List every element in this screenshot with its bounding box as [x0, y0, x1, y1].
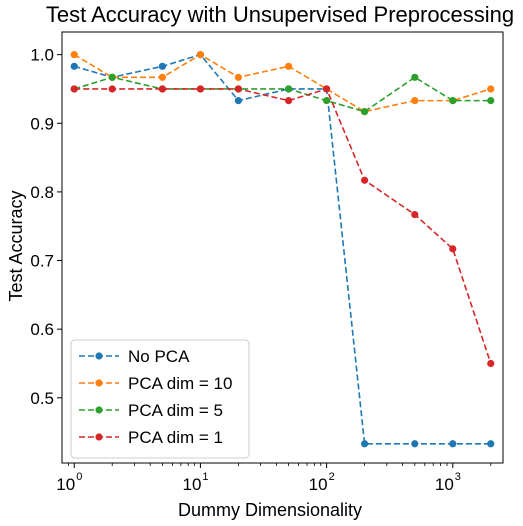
legend-label: PCA dim = 5: [128, 401, 223, 420]
data-point: [323, 85, 331, 93]
legend-label: PCA dim = 10: [128, 374, 232, 393]
x-tick-label-exponent: 3: [455, 471, 461, 483]
y-tick-label: 1.0: [30, 46, 54, 65]
x-tick-label-base: 10: [309, 475, 328, 494]
y-tick-label: 0.7: [30, 252, 54, 271]
data-point: [487, 440, 495, 448]
legend-label: PCA dim = 1: [128, 428, 223, 447]
legend-marker: [95, 406, 103, 414]
data-point: [234, 73, 242, 81]
data-point: [196, 51, 205, 59]
legend-marker: [95, 379, 103, 387]
data-point: [411, 73, 419, 81]
data-point: [234, 97, 242, 105]
data-point: [411, 210, 419, 219]
data-point: [108, 85, 116, 93]
x-tick-label-exponent: 2: [329, 471, 335, 483]
x-tick-label-exponent: 1: [202, 471, 208, 483]
data-point: [487, 359, 495, 368]
data-point: [487, 85, 495, 93]
plot-area: 0.50.60.70.80.91.010 0 10 1 10 2 10 3No PCAPCA …: [30, 31, 504, 494]
plot-frame: [61, 31, 504, 464]
data-point: [108, 73, 116, 81]
series-line-2: [73, 76, 491, 113]
x-tick-label-exponent: 0: [76, 471, 82, 483]
data-point: [70, 51, 78, 59]
data-point: [196, 85, 205, 93]
y-axis-label: Test Accuracy: [6, 190, 26, 301]
data-point: [158, 85, 167, 93]
data-point: [449, 245, 457, 253]
series-line-0: [74, 53, 491, 445]
data-point: [487, 97, 495, 105]
y-tick-label: 0.5: [30, 389, 54, 408]
x-tick-label-base: 10: [435, 475, 454, 494]
data-point: [449, 440, 457, 448]
y-tick-label: 0.8: [30, 183, 54, 202]
data-point: [70, 62, 78, 70]
y-tick-label: 0.9: [30, 114, 54, 133]
data-point: [70, 85, 78, 93]
data-point: [234, 85, 242, 93]
data-point: [360, 176, 369, 184]
data-point: [449, 97, 457, 105]
chart-title: Test Accuracy with Unsupervised Preproce…: [46, 2, 514, 27]
data-point: [285, 85, 293, 93]
data-point: [411, 97, 419, 105]
legend-label: No PCA: [128, 347, 190, 366]
legend-box: [70, 339, 250, 459]
x-tick-label-base: 10: [56, 475, 75, 494]
y-tick-label: 0.6: [30, 320, 54, 339]
legend-marker: [95, 433, 103, 441]
data-point: [158, 62, 167, 70]
data-point: [360, 108, 369, 116]
data-point: [285, 97, 293, 105]
data-point: [411, 440, 419, 448]
data-point: [285, 62, 293, 70]
series-line-3: [74, 87, 492, 364]
data-point: [158, 73, 167, 81]
x-axis-label: Dummy Dimensionality: [178, 500, 362, 520]
data-point: [323, 97, 331, 105]
data-point: [360, 440, 369, 448]
legend-marker: [95, 352, 103, 360]
x-tick-label-base: 10: [182, 475, 201, 494]
